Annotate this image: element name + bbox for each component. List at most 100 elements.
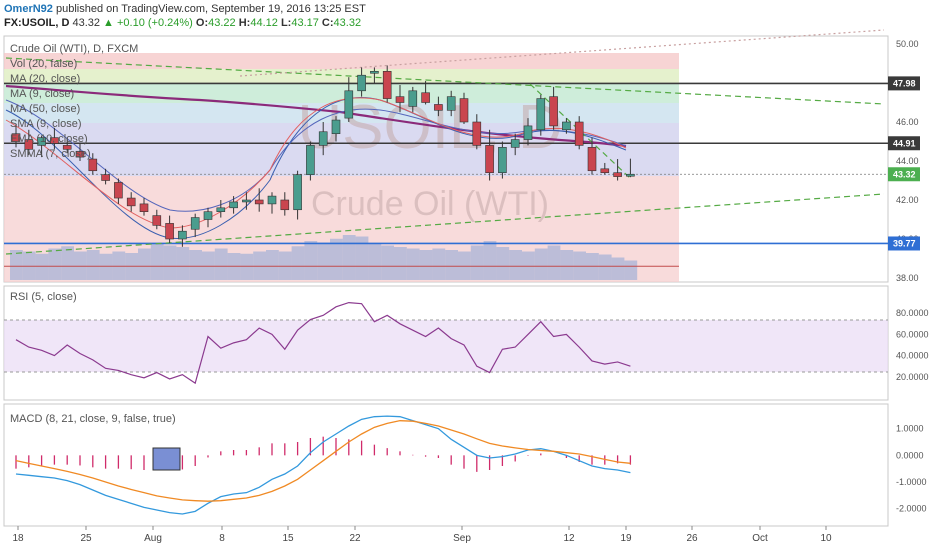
volume-bar [432,248,446,280]
price-tag-label: 44.91 [893,138,916,148]
macd-tick: 1.0000 [896,424,924,434]
candle [203,207,213,228]
volume-bar [496,247,510,280]
publish-header: OmerN92 published on TradingView.com, Se… [4,3,366,15]
rsi-band [4,320,888,372]
candle [165,215,174,243]
price-tag-box [888,167,920,182]
volume-bar [86,250,100,280]
volume-bar [381,245,394,280]
high-label: H: [238,17,251,29]
x-tick-label: 26 [686,533,698,544]
candle-body [626,173,635,177]
candle-body [293,174,302,211]
candle-body [75,150,85,158]
candle-body [229,201,238,209]
candle [216,200,226,218]
macd-histogram [15,436,632,472]
candle-body [254,199,264,205]
rsi-tick: 60.0000 [896,329,929,339]
candle-body [139,203,149,212]
volume-bar [240,253,254,280]
symbol-name[interactable]: FX:USOIL, D [4,17,70,29]
candle-body [485,145,494,173]
rsi-axis[interactable]: 80.0000 60.0000 40.0000 20.0000 [896,308,929,382]
candle [344,77,354,122]
candle [152,209,162,230]
candle-body [498,147,507,174]
candle [242,192,251,210]
highlight-box[interactable] [152,447,181,471]
author-link[interactable]: OmerN92 [4,3,53,15]
legend-entry: Crude Oil (WTI), D, FXCM [10,43,138,55]
price-change: +0.10 (+0.24%) [117,17,193,29]
volume-bar [253,251,266,280]
candlesticks[interactable] [11,65,635,247]
candle [446,90,456,117]
candle-body [126,197,136,207]
rsi-tick: 40.0000 [896,351,929,361]
macd-tick: -2.0000 [896,504,927,514]
volume-bar [598,254,612,280]
candle-body [37,137,46,146]
volume-bar [74,251,87,280]
volume-bar [291,246,305,280]
candle-body [306,145,315,175]
candle-body [549,96,558,127]
candle-body [165,223,174,240]
rsi-tick: 80.0000 [896,308,929,318]
candle-body [152,215,162,226]
x-tick-label: 12 [563,533,575,544]
legend-entry: Vol (20, false) [10,58,77,70]
price-tags: 47.98 44.91 43.32 39.77 [888,76,920,251]
price-tag-box [888,76,920,91]
candle-body [408,90,418,107]
candle [75,143,85,161]
price-levels[interactable] [4,82,888,267]
open-value: 43.22 [208,17,236,29]
price-tag-box [888,236,920,251]
macd-label: MACD (8, 21, close, 9, false, true) [10,413,176,425]
candle-body [421,92,430,103]
legend: Crude Oil (WTI), D, FXCM Vol (20, false) M… [10,43,138,160]
candle-body [434,104,443,111]
volume-bar [470,245,484,280]
volume-bar [61,246,74,280]
x-tick-label: 22 [349,533,361,544]
volume-bar [22,251,36,280]
open-label: O: [195,17,209,29]
candle-body [62,145,72,150]
volume-bar [35,253,49,280]
volume-bar [547,245,561,280]
low-label: L: [280,17,292,29]
volume-bar [266,250,279,280]
candle [306,141,315,181]
trend-lines[interactable] [5,29,885,255]
volume-bar [560,250,574,280]
price-tick: 42.00 [896,195,919,205]
close-label: C: [321,17,334,29]
volume-bar [189,250,202,280]
candle-body [114,182,123,199]
candle [267,192,277,214]
x-tick-label: Sep [453,533,471,544]
volume-bar [624,260,638,280]
macd-pane[interactable] [3,403,889,527]
candle-body [216,207,226,213]
candle [178,225,187,247]
volume-bar [112,251,126,280]
price-tag-box [888,136,920,151]
candle [293,170,302,220]
candle [370,67,379,83]
candle-body [574,121,584,146]
volume-bar [99,253,113,280]
candle-body [267,195,277,205]
time-axis[interactable]: 18 25 Aug 8 15 22 Sep 12 19 26 Oct 10 [12,526,832,544]
x-tick-label: 25 [80,533,92,544]
legend-entry: MA (20, close) [10,73,80,85]
volume-bar [522,251,535,280]
candle [190,213,200,238]
macd-axis[interactable]: 1.0000 0.0000 -1.0000 -2.0000 [896,424,927,514]
x-tick-label: 8 [219,533,225,544]
